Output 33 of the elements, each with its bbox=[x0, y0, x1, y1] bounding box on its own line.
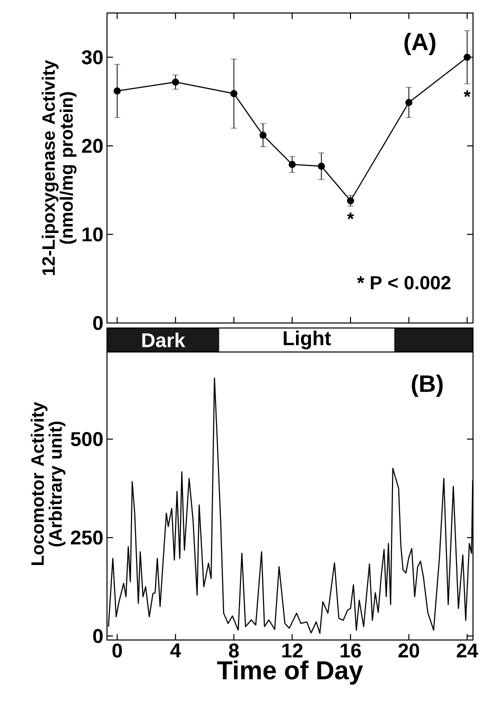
point bbox=[114, 87, 121, 94]
point bbox=[288, 160, 296, 168]
annotation: * bbox=[347, 212, 354, 220]
x-tick-label: 4 bbox=[170, 644, 181, 658]
point bbox=[230, 90, 238, 98]
annotation: * bbox=[464, 90, 471, 98]
y-axis-title: 12-Lipoxygenase Activity (nmol/mg protein) bbox=[42, 60, 76, 276]
y-tick-label: 10 bbox=[82, 227, 103, 242]
y-tick-label: 500 bbox=[70, 432, 103, 446]
x-tick-label: 0 bbox=[112, 644, 122, 658]
x-tick-label: 20 bbox=[398, 644, 420, 658]
text: (A) bbox=[404, 32, 436, 56]
point bbox=[318, 162, 325, 170]
x-tick-label: 12 bbox=[282, 644, 302, 658]
point bbox=[405, 98, 412, 106]
point bbox=[346, 197, 354, 204]
point bbox=[172, 78, 180, 86]
point bbox=[464, 54, 471, 61]
text: (B) bbox=[412, 374, 443, 397]
point bbox=[259, 132, 267, 139]
band-label: Light bbox=[284, 330, 331, 350]
x-tick-label: 8 bbox=[228, 644, 239, 658]
x-axis-title: Time of Day bbox=[217, 660, 364, 685]
y-tick-label: 30 bbox=[82, 50, 103, 64]
y-tick-label: 0 bbox=[93, 629, 103, 644]
y-tick-label: 20 bbox=[82, 138, 103, 153]
y-tick-label: 250 bbox=[70, 530, 103, 545]
y-axis-title: Locomotor Activity (Arbitrary unit) bbox=[30, 402, 66, 565]
band-label: Dark bbox=[142, 332, 186, 348]
x-tick-label: 24 bbox=[456, 644, 478, 658]
y-tick-label: 0 bbox=[93, 316, 103, 330]
x-tick-label: 16 bbox=[340, 644, 361, 658]
annotation: * P < 0.002 bbox=[357, 276, 450, 290]
